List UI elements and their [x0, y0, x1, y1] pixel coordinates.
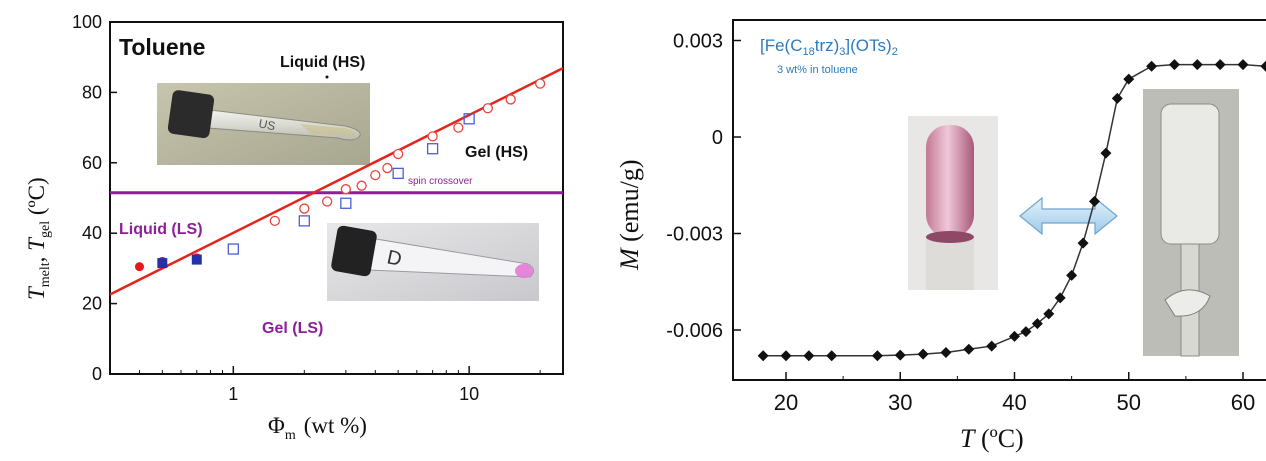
- left-data-point: [392, 167, 404, 180]
- left-y-axis-label: Tmelt, Tgel (ºC): [24, 177, 53, 300]
- right-data-point: [871, 350, 883, 362]
- left-y-tick-label: 40: [82, 223, 102, 243]
- right-data-point: [780, 350, 792, 362]
- right-data-point: [1111, 92, 1123, 104]
- right-data-point: [1123, 73, 1135, 85]
- right-y-axis-label: M (emu/g): [615, 160, 644, 271]
- right-data-point: [940, 347, 952, 359]
- right-data-point: [1077, 237, 1089, 249]
- right-data-point: [1237, 59, 1249, 71]
- left-data-point: [157, 258, 168, 269]
- left-data-point: [322, 196, 333, 207]
- right-data-point: [1191, 59, 1203, 71]
- right-data-point: [1146, 60, 1158, 72]
- double-arrow: [1019, 196, 1118, 236]
- right-chart-panel: 0.003 0 -0.003 -0.006 20 30 40 50 60 [Fe(C18trz…: [590, 0, 1266, 456]
- right-x-tick-label: 40: [1002, 390, 1026, 415]
- left-data-point: [505, 94, 516, 105]
- left-x-tick-label: 1: [228, 384, 238, 404]
- right-y-tick-label: -0.006: [666, 320, 723, 342]
- left-y-tick-label: 80: [82, 82, 102, 102]
- left-data-point: [393, 148, 404, 160]
- photo-tube-liquid-hs: US: [157, 83, 370, 165]
- right-data-point: [803, 350, 815, 362]
- left-data-point: [427, 131, 438, 142]
- right-x-tick-label: 30: [888, 390, 912, 415]
- left-y-tick-label: 60: [82, 153, 102, 173]
- left-chart: 0 20 40 60 80 100 1 10 Toluene US D Liquid (HS…: [24, 12, 564, 443]
- right-plot-frame: [732, 19, 1266, 381]
- right-data-point: [1260, 60, 1266, 72]
- right-x-tick-label: 20: [774, 390, 798, 415]
- left-data-point: [356, 180, 367, 191]
- right-data-point: [986, 340, 998, 352]
- right-data-point: [1054, 292, 1066, 304]
- left-data-point: [299, 203, 310, 214]
- svg-text:US: US: [257, 116, 276, 133]
- left-data-point: [340, 184, 351, 195]
- right-data-point: [1066, 269, 1078, 281]
- right-data-point: [963, 343, 975, 355]
- label-gel-hs: Gel (HS): [465, 144, 528, 161]
- left-x-tick-label: 10: [459, 384, 479, 404]
- right-y-tick-label: 0.003: [673, 31, 723, 53]
- right-x-axis-label: T (ºC): [960, 424, 1024, 453]
- svg-text:D: D: [385, 246, 404, 271]
- compound-title: [Fe(C18trz)3](OTs)2: [760, 36, 898, 58]
- right-data-point: [1088, 195, 1100, 207]
- left-data-point: [134, 262, 144, 272]
- compound-subtitle: 3 wt% in toluene: [777, 64, 858, 76]
- magnetization-curve: [763, 63, 1266, 357]
- left-plot-frame: [109, 21, 564, 375]
- photo-tube-pink-ls: [908, 116, 998, 290]
- label-spin-crossover: spin crossover: [408, 176, 473, 187]
- right-y-tick-label: 0: [712, 127, 723, 149]
- left-data-point: [370, 169, 381, 181]
- left-data-point: [191, 254, 202, 265]
- right-data-point: [757, 350, 769, 362]
- left-data-point: [227, 243, 239, 255]
- left-y-tick-label: 20: [82, 294, 102, 314]
- left-data-point: [453, 122, 464, 133]
- left-data-point: [426, 143, 439, 155]
- left-data-point: [340, 197, 352, 209]
- left-data-point: [482, 103, 493, 114]
- left-y-tick-label: 0: [92, 364, 102, 384]
- right-data-point: [1100, 147, 1112, 159]
- photo-tube-gel-ls: D: [327, 223, 539, 301]
- left-chart-panel: 0 20 40 60 80 100 1 10 Toluene US D Liquid (HS…: [0, 0, 580, 456]
- left-data-point: [382, 162, 393, 174]
- right-x-tick-label: 60: [1231, 390, 1255, 415]
- right-data-point: [917, 348, 929, 360]
- right-x-tick-label: 50: [1117, 390, 1141, 415]
- label-liquid-hs: Liquid (HS): [280, 54, 365, 71]
- left-data-point: [463, 113, 475, 125]
- right-y-tick-label: -0.003: [666, 224, 723, 246]
- left-y-tick-label: 100: [72, 12, 102, 32]
- right-data-point: [1168, 59, 1180, 71]
- label-gel-ls: Gel (LS): [262, 320, 323, 337]
- right-data-point: [1031, 318, 1043, 330]
- left-data-point: [269, 215, 280, 227]
- right-data-point: [894, 349, 906, 361]
- right-data-point: [1043, 308, 1055, 320]
- right-chart: 0.003 0 -0.003 -0.006 20 30 40 50 60 [Fe(C18trz…: [615, 19, 1266, 453]
- left-data-point: [298, 215, 310, 227]
- left-data-point: [534, 78, 546, 89]
- right-data-point: [1214, 59, 1226, 71]
- left-chart-title: Toluene: [119, 34, 205, 60]
- label-liquid-ls: Liquid (LS): [119, 221, 203, 238]
- left-x-axis-label: Φm (wt %): [268, 413, 367, 443]
- label-liquid-hs-marker: [325, 75, 329, 79]
- photo-tube-gel-hs: [1143, 89, 1239, 357]
- right-data-point: [1020, 326, 1032, 338]
- right-data-point: [826, 350, 838, 362]
- right-data-point: [1009, 330, 1020, 342]
